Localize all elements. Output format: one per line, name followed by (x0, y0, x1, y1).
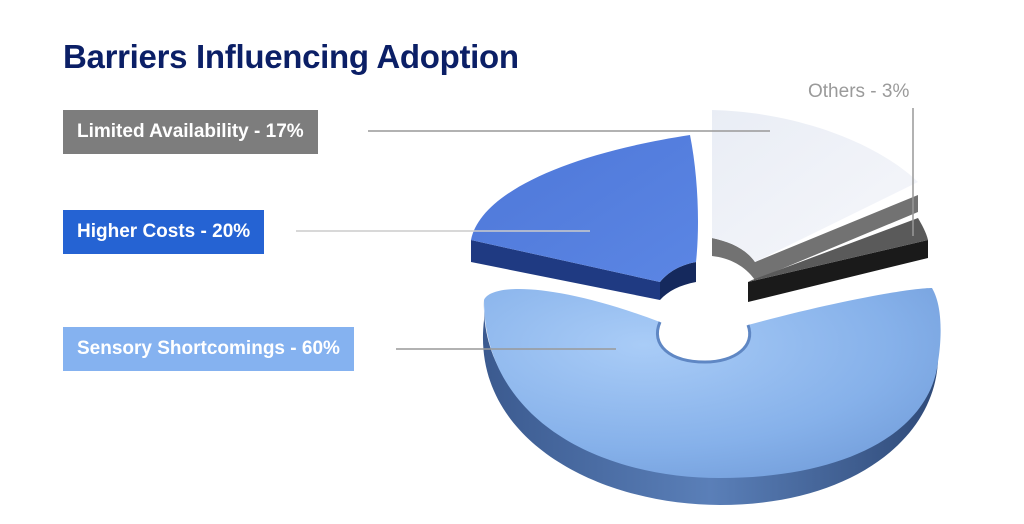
label-higher-costs: Higher Costs - 20% (63, 210, 265, 254)
slice-limited-availability (712, 110, 918, 280)
slice-others (748, 218, 928, 302)
label-limited-availability: Limited Availability - 17% (63, 110, 318, 154)
slice-sensory-shortcomings (482, 288, 941, 505)
chart-title: Barriers Influencing Adoption (63, 38, 519, 75)
label-others: Others - 3% (808, 81, 910, 102)
label-sensory-shortcomings: Sensory Shortcomings - 60% (63, 327, 354, 371)
slice-higher-costs (471, 135, 698, 300)
